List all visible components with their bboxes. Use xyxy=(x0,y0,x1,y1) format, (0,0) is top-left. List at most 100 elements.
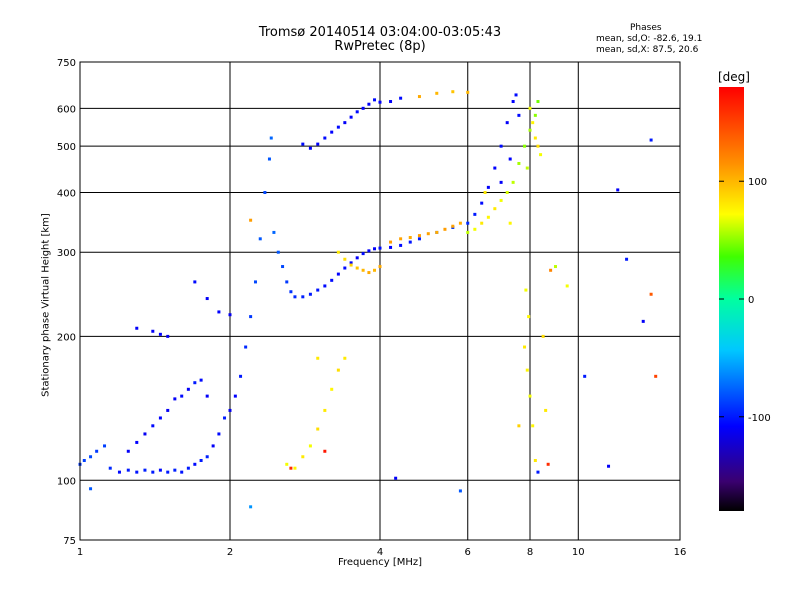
data-point xyxy=(361,106,365,110)
x-tick-label: 2 xyxy=(227,547,233,558)
data-point xyxy=(541,334,545,338)
data-point xyxy=(217,432,221,436)
data-point xyxy=(517,113,521,117)
data-point xyxy=(89,455,93,459)
colorbar-ticks: 100 0 -100 xyxy=(719,177,771,424)
data-point xyxy=(316,142,320,146)
data-point xyxy=(483,190,487,194)
data-point xyxy=(480,221,484,225)
data-point xyxy=(349,263,353,267)
data-point xyxy=(517,161,521,165)
data-point xyxy=(531,121,535,125)
data-point xyxy=(103,444,107,448)
data-point xyxy=(173,468,177,472)
data-point xyxy=(466,230,470,234)
data-point xyxy=(473,227,477,231)
data-point xyxy=(533,113,537,117)
x-tick-label: 4 xyxy=(377,547,383,558)
data-point xyxy=(253,280,257,284)
data-point xyxy=(108,466,112,470)
data-point xyxy=(301,142,305,146)
y-tick-label: 300 xyxy=(57,248,76,259)
data-point xyxy=(486,185,490,189)
data-point xyxy=(508,221,512,225)
data-point xyxy=(166,334,170,338)
data-point xyxy=(289,290,293,294)
axis-ticks: 1 2 4 6 8 10 16 75 100 200 300 400 500 600 750 xyxy=(57,58,686,558)
data-point xyxy=(285,462,289,466)
data-point xyxy=(308,444,312,448)
y-tick-label: 200 xyxy=(57,332,76,343)
plot-frame xyxy=(79,61,681,541)
data-point xyxy=(367,271,371,275)
data-point xyxy=(443,227,447,231)
data-point xyxy=(82,458,86,462)
data-point xyxy=(308,146,312,150)
data-point xyxy=(293,295,297,299)
data-point xyxy=(323,136,327,140)
data-point xyxy=(417,234,421,238)
data-point xyxy=(525,166,529,170)
data-point xyxy=(308,292,312,296)
data-point xyxy=(616,188,620,192)
data-point xyxy=(528,128,532,132)
data-point xyxy=(355,110,359,114)
data-point xyxy=(373,98,377,102)
data-point xyxy=(272,230,276,234)
data-point xyxy=(285,280,289,284)
data-point xyxy=(531,424,535,428)
data-point xyxy=(301,455,305,459)
data-point xyxy=(389,100,393,104)
data-point xyxy=(269,136,273,140)
data-point xyxy=(499,180,503,184)
data-point xyxy=(143,432,147,436)
data-point xyxy=(180,394,184,398)
data-point xyxy=(267,157,271,161)
data-point xyxy=(323,449,327,453)
data-point xyxy=(505,190,509,194)
data-point xyxy=(126,449,130,453)
data-point xyxy=(451,90,455,94)
phase-stats-title: Phases xyxy=(630,23,662,33)
data-point xyxy=(528,394,532,398)
x-tick-label: 10 xyxy=(572,547,585,558)
data-point xyxy=(536,100,540,104)
data-point xyxy=(223,416,227,420)
data-point xyxy=(193,280,197,284)
data-point xyxy=(399,96,403,100)
data-points xyxy=(78,90,658,509)
data-point xyxy=(151,424,155,428)
data-point xyxy=(239,374,243,378)
data-point xyxy=(349,261,353,265)
data-point xyxy=(158,468,162,472)
x-tick-label: 1 xyxy=(77,547,83,558)
data-point xyxy=(399,243,403,247)
y-tick-label: 75 xyxy=(63,536,76,547)
data-point xyxy=(228,408,232,412)
data-point xyxy=(649,138,653,142)
data-point xyxy=(536,144,540,148)
data-point xyxy=(583,374,587,378)
data-point xyxy=(301,295,305,299)
data-point xyxy=(166,470,170,474)
data-point xyxy=(233,394,237,398)
data-point xyxy=(378,100,382,104)
data-point xyxy=(508,157,512,161)
y-tick-label: 500 xyxy=(57,142,76,153)
data-point xyxy=(486,215,490,219)
data-point xyxy=(493,166,497,170)
data-point xyxy=(186,387,190,391)
y-tick-label: 400 xyxy=(57,188,76,199)
data-point xyxy=(330,130,334,134)
data-point xyxy=(544,408,548,412)
data-point xyxy=(458,221,462,225)
data-point xyxy=(258,237,262,241)
data-point xyxy=(95,449,99,453)
data-point xyxy=(373,247,377,251)
data-point xyxy=(389,245,393,249)
data-point xyxy=(135,440,139,444)
data-point xyxy=(523,345,527,349)
data-point xyxy=(524,288,528,292)
data-point xyxy=(361,252,365,256)
